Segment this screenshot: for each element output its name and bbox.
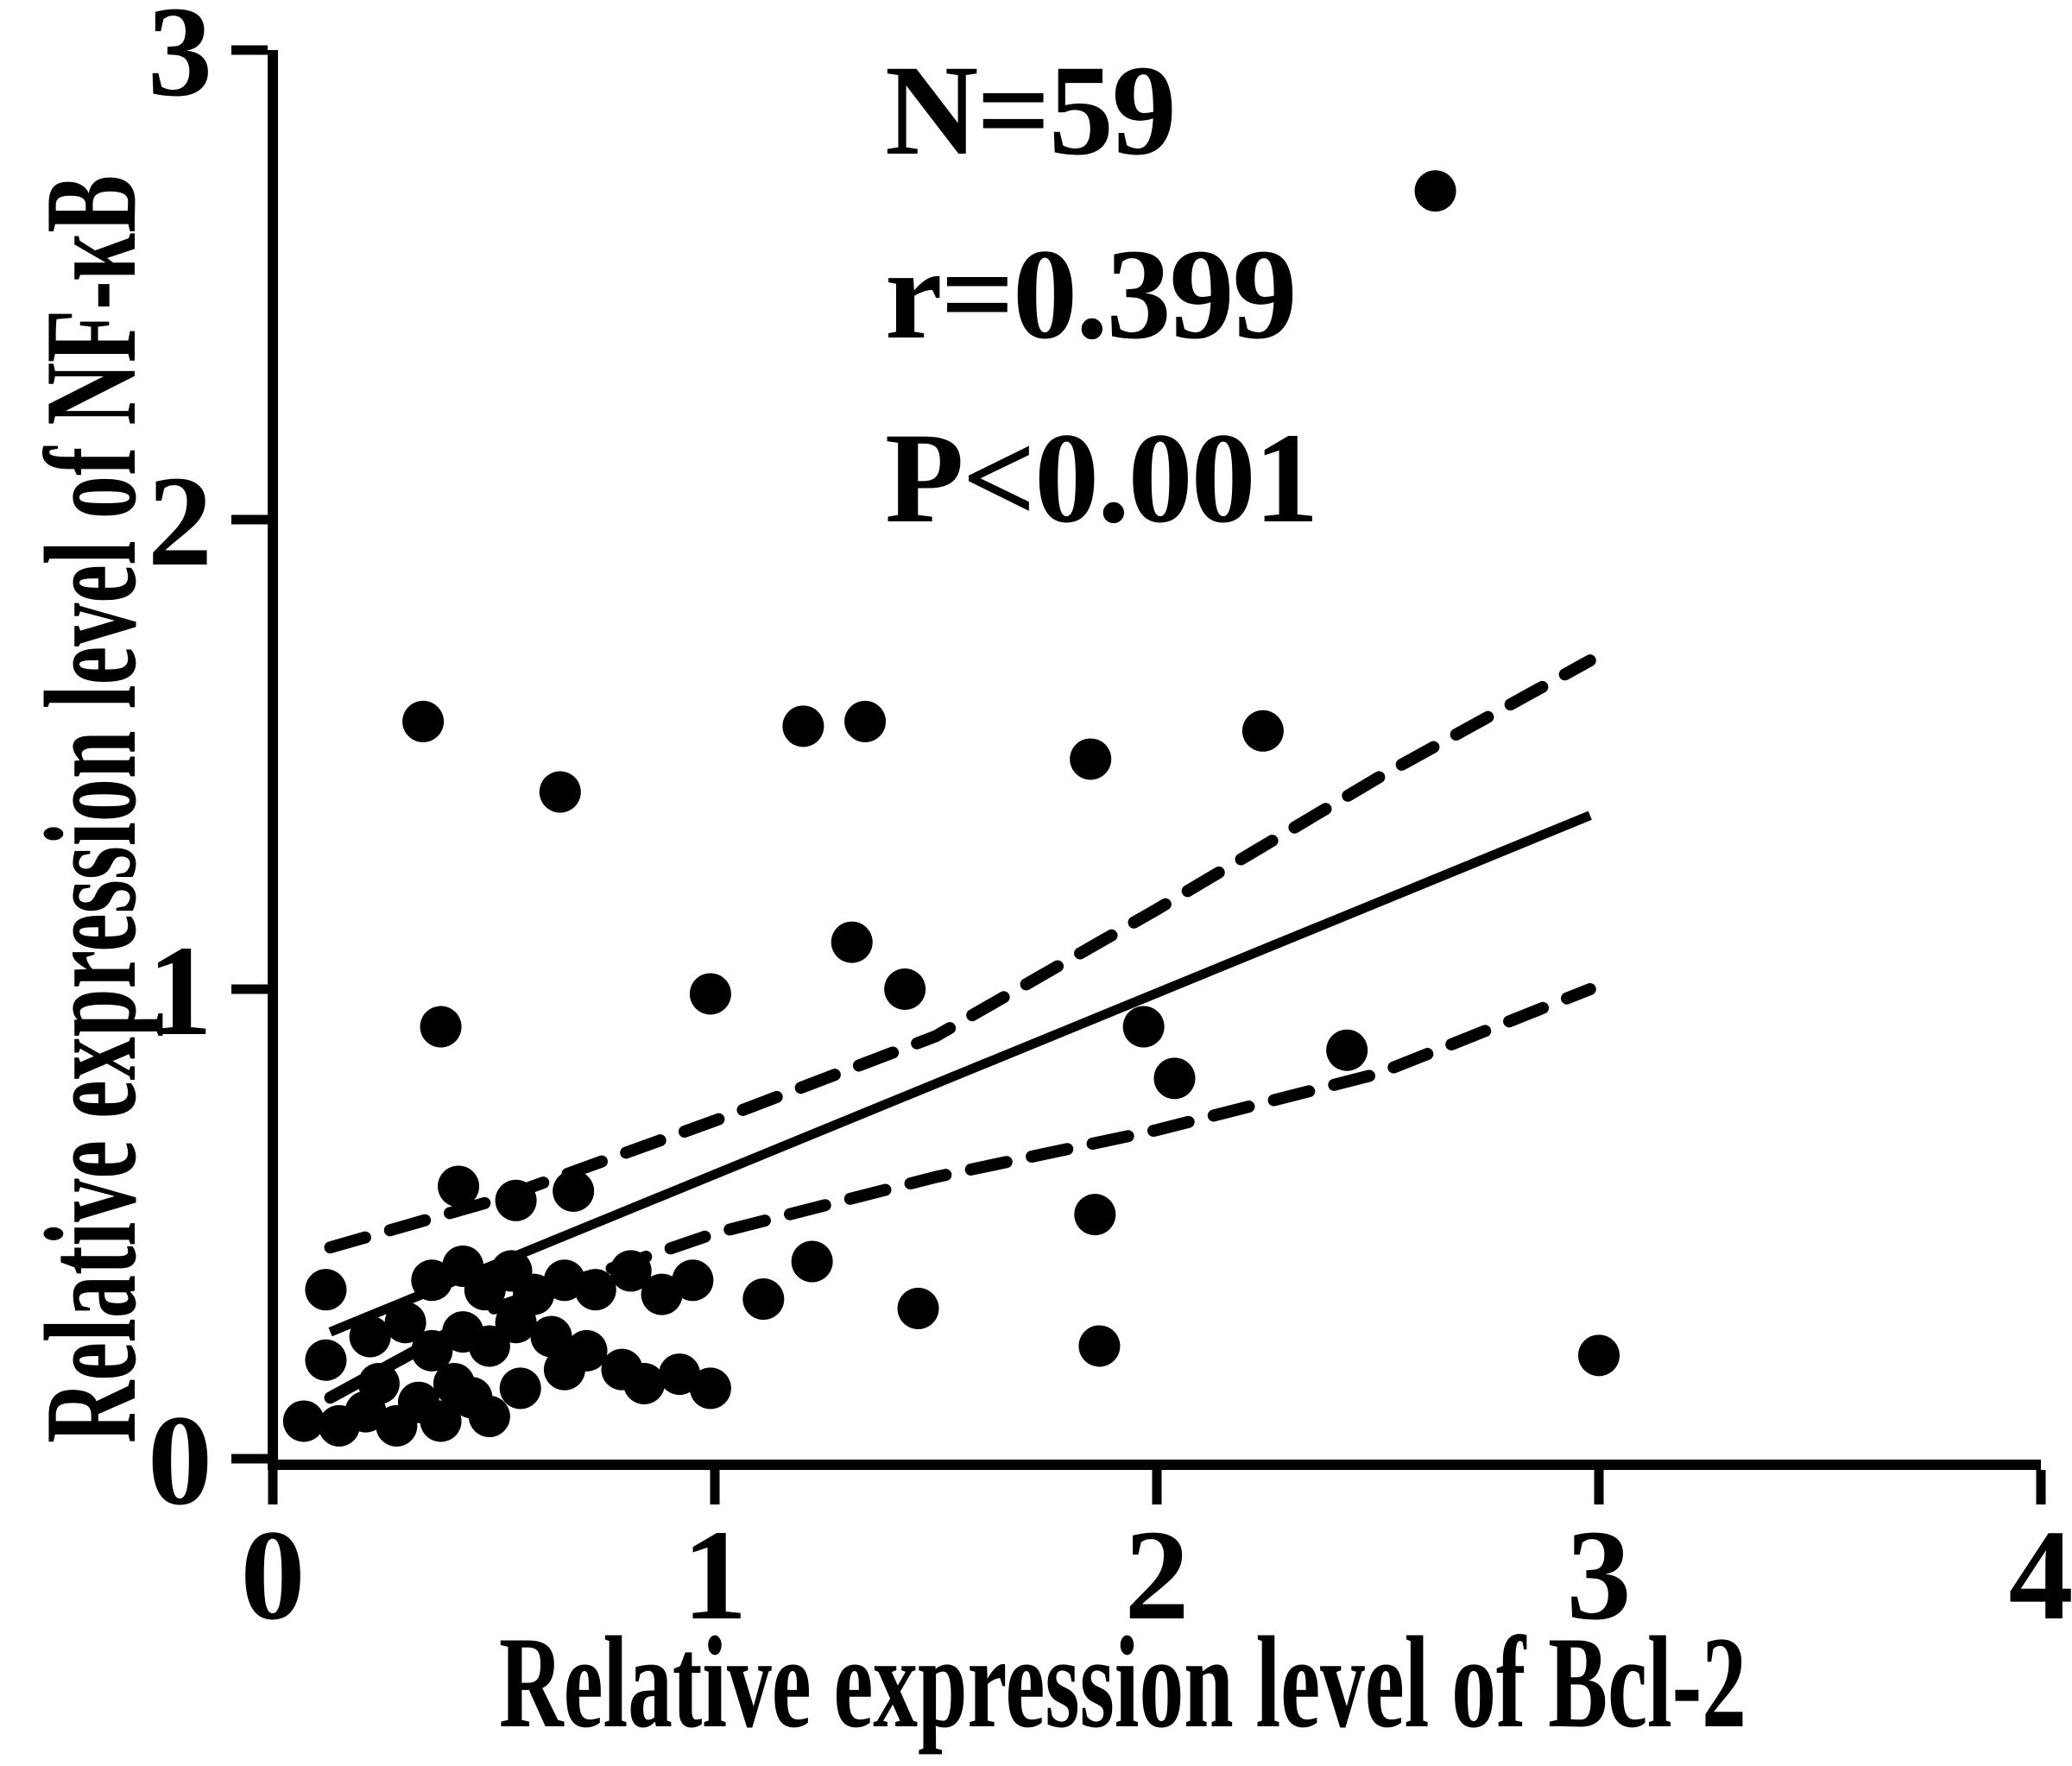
data-point (305, 1269, 347, 1311)
data-point (468, 1325, 510, 1367)
data-point (1070, 738, 1112, 780)
data-point (610, 1250, 652, 1292)
data-point (791, 1240, 833, 1283)
stats-annotation: N=59 r=0.399 P<0.001 (885, 19, 1319, 571)
data-point (530, 1315, 572, 1358)
data-point (1153, 1057, 1196, 1100)
data-point (1414, 170, 1456, 212)
data-point (689, 1367, 731, 1410)
data-point (1074, 1194, 1116, 1236)
x-tick-label: 3 (1567, 1504, 1632, 1647)
data-point (574, 1269, 616, 1311)
data-point (1078, 1325, 1121, 1367)
x-tick-label: 0 (241, 1504, 306, 1647)
data-point (420, 1400, 462, 1442)
data-point (659, 1353, 701, 1396)
data-point (438, 1165, 480, 1208)
y-tick-label: 1 (148, 919, 212, 1063)
y-axis-title: Relative expression level of NF-κB (18, 174, 163, 1444)
data-point (513, 1273, 555, 1315)
data-point (641, 1273, 683, 1315)
data-point (1578, 1334, 1620, 1377)
regression-line (328, 810, 1592, 1337)
data-point (623, 1362, 666, 1404)
data-point (468, 1396, 510, 1438)
data-point (844, 700, 887, 742)
y-tick-label: 3 (148, 0, 212, 123)
data-point (411, 1259, 453, 1302)
data-point (1122, 1006, 1165, 1048)
data-point (1326, 1029, 1368, 1071)
data-point (1241, 710, 1284, 752)
y-tick-label: 2 (148, 450, 212, 593)
data-point (689, 973, 731, 1015)
data-point (384, 1302, 426, 1344)
data-point (499, 1367, 541, 1410)
data-point (402, 700, 445, 742)
correlation-label: r=0.399 (885, 223, 1298, 366)
data-point (282, 1400, 325, 1442)
data-point (349, 1315, 391, 1358)
data-point (357, 1362, 400, 1404)
data-point (420, 1006, 462, 1048)
x-tick-label: 4 (2009, 1504, 2072, 1647)
data-point (305, 1339, 347, 1381)
y-tick-label: 0 (148, 1389, 212, 1532)
data-point (782, 705, 824, 747)
data-point (742, 1278, 785, 1321)
data-point (495, 1179, 537, 1221)
data-point (565, 1329, 608, 1372)
data-point (553, 1170, 595, 1212)
pvalue-label: P<0.001 (885, 407, 1319, 550)
data-point (897, 1287, 939, 1329)
data-point (411, 1329, 453, 1372)
ci-upper-line (324, 654, 1596, 1254)
data-point (539, 771, 581, 813)
data-point (831, 921, 873, 963)
sample-size-label: N=59 (885, 39, 1177, 182)
x-tick-label: 2 (1125, 1504, 1190, 1647)
data-point (884, 968, 926, 1010)
data-point (672, 1259, 714, 1302)
ci-lower-line (324, 983, 1596, 1404)
x-tick-label: 1 (683, 1504, 748, 1647)
x-axis-title: Relative expression level of Bcl-2 (499, 1610, 1747, 1755)
